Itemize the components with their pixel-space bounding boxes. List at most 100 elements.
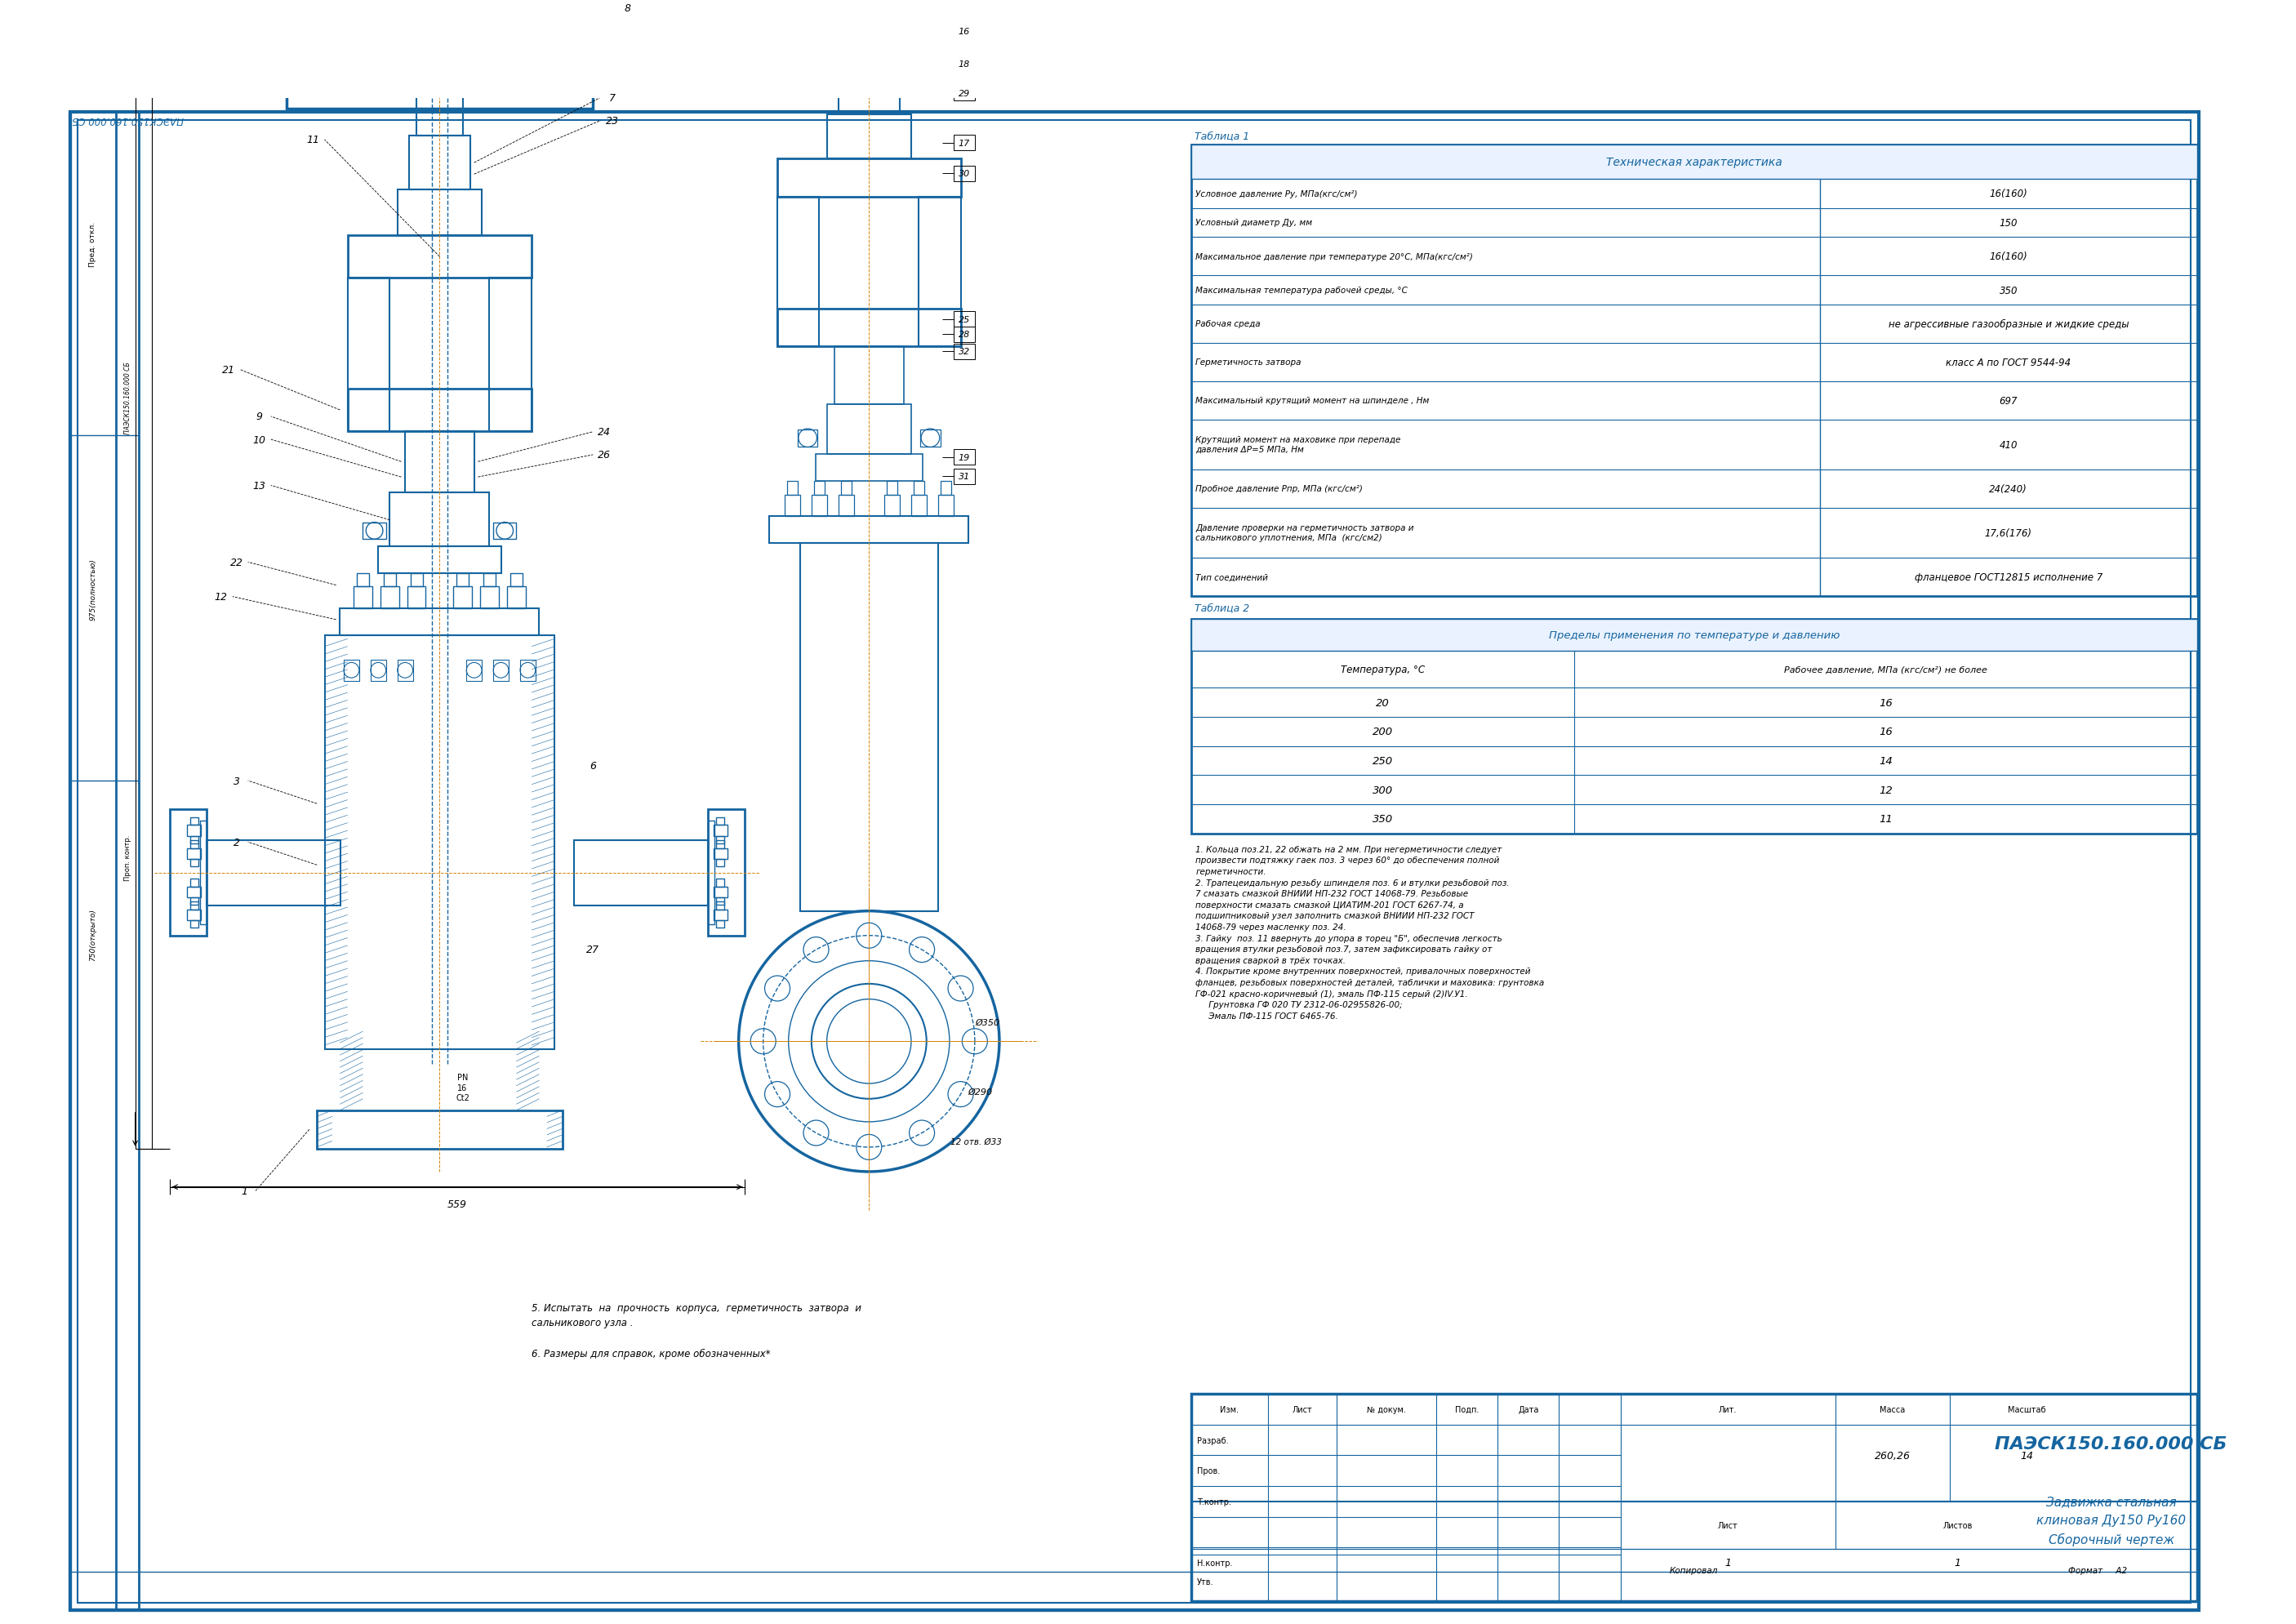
Text: PN
16
Ct2: PN 16 Ct2 [455,1073,468,1101]
Bar [510,573,523,588]
Text: Н.контр.: Н.контр. [1196,1559,1233,1567]
Text: 260,26: 260,26 [1874,1450,1910,1460]
Bar [716,818,723,825]
Bar [420,70,459,84]
Text: Таблица 1: Таблица 1 [1194,132,1249,141]
Text: Т.контр.: Т.контр. [1196,1497,1231,1505]
Bar [191,859,197,867]
Bar [200,822,207,924]
Text: 14: 14 [1878,755,1892,767]
Bar [356,573,370,588]
Bar [411,573,422,588]
Text: 410: 410 [2000,440,2018,450]
Text: 16(160): 16(160) [1988,188,2027,200]
Text: 300: 300 [1373,784,1394,796]
Text: не агрессивные газообразные и жидкие среды: не агрессивные газообразные и жидкие сре… [1887,318,2128,330]
Bar [769,516,969,544]
Text: 1: 1 [241,1186,248,1197]
Text: 350: 350 [2000,286,2018,296]
Bar [191,818,197,825]
Text: Изм.: Изм. [1219,1405,1240,1413]
Bar [953,136,976,151]
Text: Максимальная температура рабочей среды, °С: Максимальная температура рабочей среды, … [1196,286,1407,294]
Bar [953,450,976,464]
Bar [707,822,714,924]
Bar [716,921,723,929]
Bar [716,879,723,887]
Text: ПАЭСК150.160.000 СБ: ПАЭСК150.160.000 СБ [71,114,184,125]
Text: 10: 10 [253,435,266,445]
Text: 18: 18 [957,60,969,68]
Text: 11: 11 [1878,814,1892,825]
Bar [716,16,1022,41]
Bar [340,609,540,635]
Text: ПАЭСК150.160.000 СБ: ПАЭСК150.160.000 СБ [124,362,131,434]
Text: 19: 19 [957,453,969,461]
Text: 1. Кольца поз.21, 22 обжать на 2 мм. При негерметичности следует
произвести подт: 1. Кольца поз.21, 22 обжать на 2 мм. При… [1196,846,1545,1020]
Bar [815,455,923,481]
Text: Температура, °С: Температура, °С [1341,664,1426,676]
Text: Масса: Масса [1880,1405,1906,1413]
Text: 16: 16 [1878,726,1892,737]
Text: 24: 24 [597,427,611,437]
Text: Ø350: Ø350 [976,1018,1001,1026]
Bar [776,159,962,198]
Bar [953,328,976,343]
Bar [716,859,723,867]
Bar [480,588,498,609]
Bar [324,635,556,1049]
Bar [397,659,413,682]
Bar [188,909,202,921]
Bar [347,278,390,432]
Bar [827,115,912,159]
Bar [191,879,197,887]
Bar [776,309,962,348]
Bar [884,495,900,516]
Text: Пред. откл.: Пред. откл. [90,222,96,266]
Text: Условный диаметр Ду, мм: Условный диаметр Ду, мм [1196,219,1313,227]
Text: Дата: Дата [1518,1405,1538,1413]
Text: 12: 12 [1878,784,1892,796]
Text: Проп. контр.: Проп. контр. [124,835,131,880]
Bar [191,898,197,905]
Bar [886,481,898,495]
Text: Таблица 2: Таблица 2 [1194,603,1249,612]
Text: 7: 7 [608,93,615,104]
Bar [714,825,728,836]
Bar [188,887,202,898]
Bar [363,523,386,539]
Text: 27: 27 [585,944,599,955]
Bar [452,588,471,609]
Text: Утв.: Утв. [1196,1579,1215,1587]
Bar [1192,1393,2197,1601]
Bar [838,495,854,516]
Text: ПАЭСК150.160.000 СБ: ПАЭСК150.160.000 СБ [1995,1436,2227,1452]
Bar [1192,145,2197,179]
Text: 2: 2 [234,836,239,848]
Bar [716,901,723,909]
Bar [466,659,482,682]
Bar [953,166,976,182]
Bar [953,344,976,359]
Text: Лист: Лист [1293,1405,1313,1413]
Bar [416,110,461,136]
Bar [785,495,799,516]
Text: Максимальное давление при температуре 20°С, МПа(кгс/см²): Максимальное давление при температуре 20… [1196,253,1474,261]
Bar [188,848,202,859]
Bar [521,659,535,682]
Text: 16(160): 16(160) [1988,252,2027,261]
Bar [845,41,891,65]
Bar [714,848,728,859]
Text: 559: 559 [448,1199,466,1210]
Text: 975(полностью): 975(полностью) [90,559,96,620]
Text: Рабочее давление, МПа (кгс/см²) не более: Рабочее давление, МПа (кгс/см²) не более [1784,666,1988,674]
Text: 29: 29 [957,89,969,97]
Bar [188,825,202,836]
Text: Техническая характеристика: Техническая характеристика [1605,156,1782,167]
Bar [707,810,744,935]
Bar [207,840,340,906]
Text: 16: 16 [957,28,969,36]
Text: Лит.: Лит. [1720,1405,1736,1413]
Bar [370,659,386,682]
Bar [953,57,976,71]
